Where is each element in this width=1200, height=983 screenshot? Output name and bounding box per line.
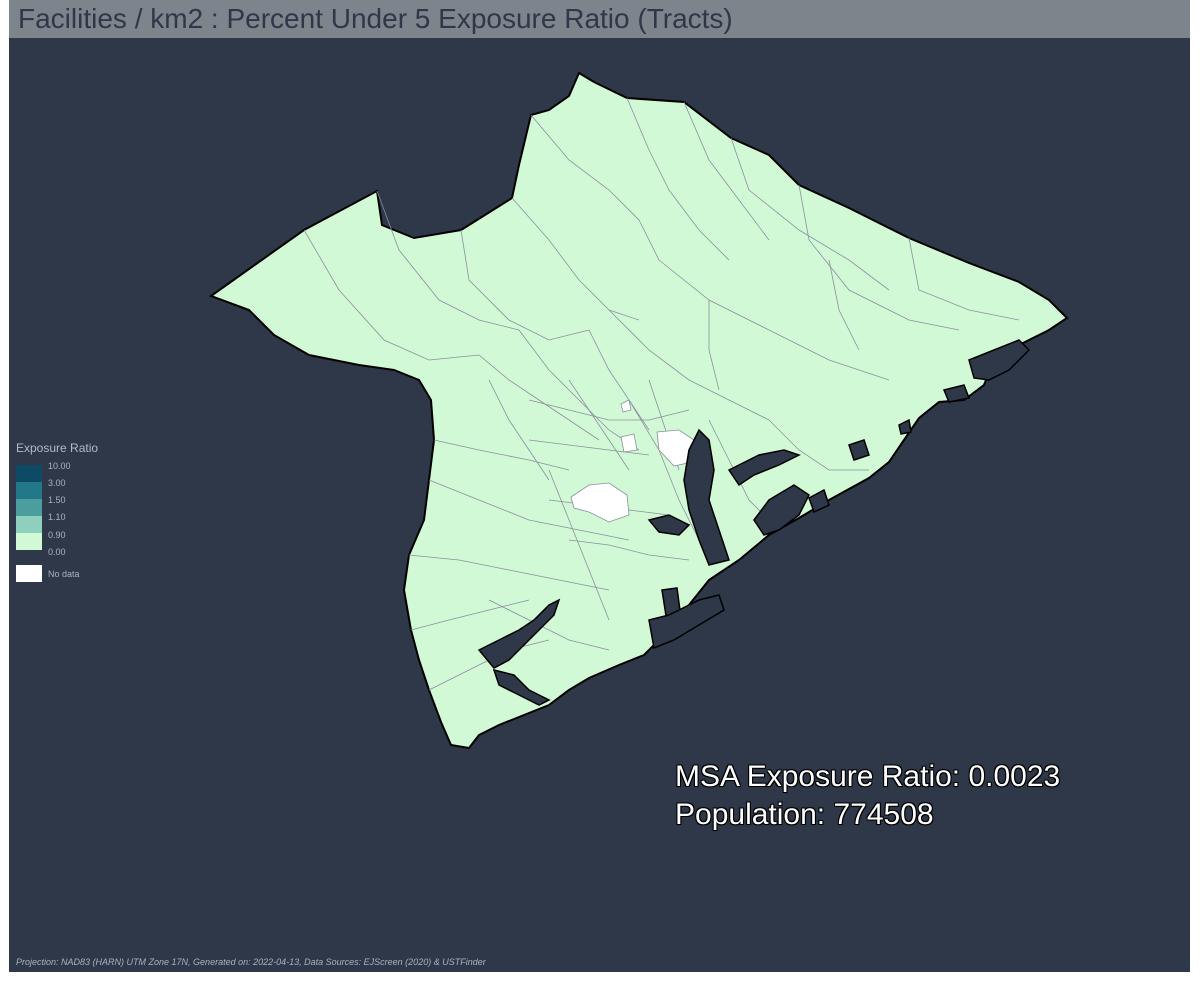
map-frame: Facilities / km2 : Percent Under 5 Expos… xyxy=(9,0,1190,972)
legend-title: Exposure Ratio xyxy=(16,441,99,455)
legend-label-0: 0.00 xyxy=(48,547,66,557)
map-title: Facilities / km2 : Percent Under 5 Expos… xyxy=(18,3,733,34)
legend-label-0-9: 0.90 xyxy=(48,530,66,540)
msa-population: Population: 774508 xyxy=(675,798,934,831)
map-canvas xyxy=(208,71,1069,750)
msa-region xyxy=(208,71,1069,750)
legend-swatch-no-data xyxy=(16,565,42,582)
legend-label-10: 10.00 xyxy=(48,461,71,471)
legend-label-1-5: 1.50 xyxy=(48,495,66,505)
legend-label-1-1: 1.10 xyxy=(48,512,66,522)
legend-label-3: 3.00 xyxy=(48,478,66,488)
msa-stats: MSA Exposure Ratio: 0.0023 Population: 7… xyxy=(675,758,1060,834)
water-bodies xyxy=(477,339,1031,706)
legend-swatch-3 xyxy=(16,482,42,499)
legend-swatch-10 xyxy=(16,465,42,482)
legend-swatch-1-1 xyxy=(16,516,42,533)
legend-swatch-0-9 xyxy=(16,533,42,550)
legend-label-no-data: No data xyxy=(48,569,80,579)
footer-credits: Projection: NAD83 (HARN) UTM Zone 17N, G… xyxy=(16,957,486,967)
legend-swatch-1-5 xyxy=(16,499,42,516)
title-bar: Facilities / km2 : Percent Under 5 Expos… xyxy=(9,0,1190,38)
legend: Exposure Ratio 10.00 3.00 1.50 1.10 0.90… xyxy=(16,441,156,591)
msa-exposure-ratio: MSA Exposure Ratio: 0.0023 xyxy=(675,760,1061,793)
